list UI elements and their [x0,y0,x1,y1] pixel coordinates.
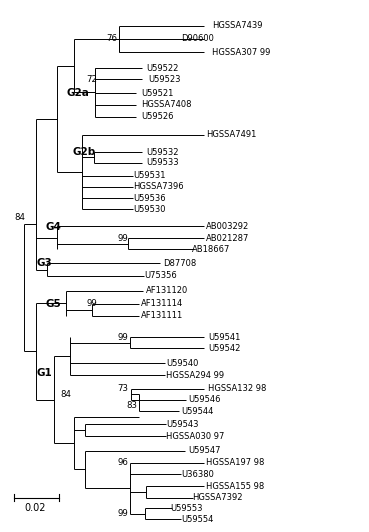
Text: U59532: U59532 [146,147,179,156]
Text: U59536: U59536 [134,194,166,203]
Text: 99: 99 [117,332,128,342]
Text: 96: 96 [117,458,128,467]
Text: HGSSA197 98: HGSSA197 98 [206,458,265,467]
Text: U59522: U59522 [146,64,179,73]
Text: G4: G4 [46,222,62,231]
Text: U59544: U59544 [181,406,213,415]
Text: U59553: U59553 [170,504,203,513]
Text: HGSSA155 98: HGSSA155 98 [206,482,265,491]
Text: U59526: U59526 [141,112,173,121]
Text: G5: G5 [46,299,61,309]
Text: 72: 72 [86,75,97,84]
Text: U59533: U59533 [146,158,179,167]
Text: G2b: G2b [73,147,96,157]
Text: 84: 84 [15,213,26,222]
Text: AB021287: AB021287 [206,234,250,243]
Text: HGSSA7408: HGSSA7408 [141,101,192,110]
Text: U59547: U59547 [188,446,221,455]
Text: 84: 84 [61,390,72,399]
Text: U59541: U59541 [208,332,241,342]
Text: AF131114: AF131114 [141,300,183,309]
Text: U59530: U59530 [134,205,166,214]
Text: U59521: U59521 [141,89,173,98]
Text: 99: 99 [86,300,97,309]
Text: HGSSA030 97: HGSSA030 97 [166,431,225,440]
Text: 73: 73 [117,384,128,393]
Text: G1: G1 [37,368,52,378]
Text: HGSSA7491: HGSSA7491 [206,130,257,139]
Text: AF131111: AF131111 [141,311,183,320]
Text: HGSSA7439: HGSSA7439 [212,21,262,30]
Text: AF131120: AF131120 [146,286,189,295]
Text: AB18667: AB18667 [192,245,230,254]
Text: 0.02: 0.02 [25,503,46,513]
Text: U59546: U59546 [188,395,221,404]
Text: U59540: U59540 [166,359,199,368]
Text: G3: G3 [37,259,52,269]
Text: HGSSA7392: HGSSA7392 [192,493,242,502]
Text: D87708: D87708 [163,259,196,268]
Text: U75356: U75356 [145,271,177,280]
Text: HGSSA307 99: HGSSA307 99 [212,48,270,57]
Text: U59523: U59523 [148,75,181,84]
Text: 83: 83 [126,401,137,410]
Text: HGSSA132 98: HGSSA132 98 [208,384,266,393]
Text: U59554: U59554 [181,514,213,523]
Text: U59542: U59542 [208,344,241,353]
Text: 99: 99 [117,509,128,518]
Text: D90600: D90600 [181,34,214,43]
Text: U59531: U59531 [134,171,166,180]
Text: HGSSA7396: HGSSA7396 [134,182,184,192]
Text: AB003292: AB003292 [206,222,249,231]
Text: 99: 99 [117,234,128,243]
Text: U36380: U36380 [181,470,214,478]
Text: 76: 76 [106,34,117,43]
Text: G2a: G2a [66,88,89,98]
Text: U59543: U59543 [166,420,199,429]
Text: HGSSA294 99: HGSSA294 99 [166,371,224,380]
